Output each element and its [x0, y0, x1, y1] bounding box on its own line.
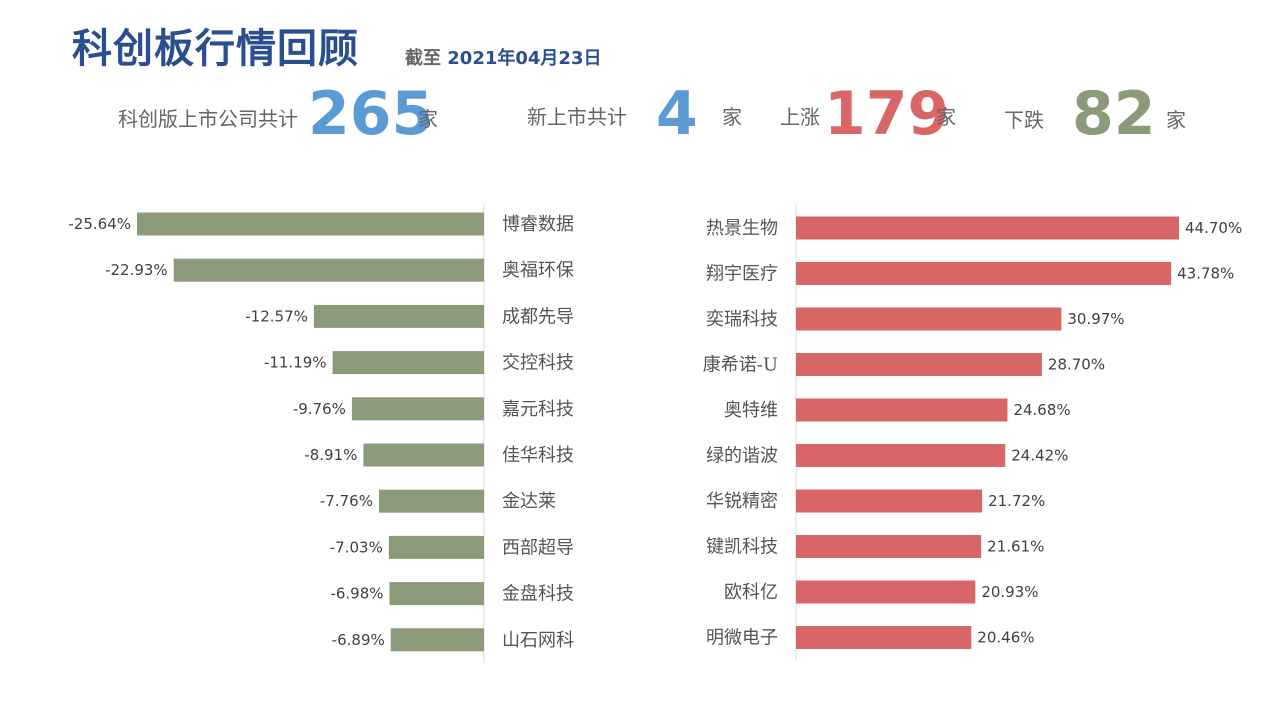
gainer-value-label: 44.70%: [1185, 219, 1242, 237]
loser-category-label: 奥福环保: [502, 260, 574, 281]
loser-category-label: 金达莱: [502, 491, 556, 512]
gainer-value-label: 21.72%: [988, 492, 1045, 510]
gainer-bar: [796, 307, 1062, 331]
loser-bar: [389, 582, 484, 606]
loser-value-label: -7.03%: [330, 538, 383, 556]
as-of-label: 截至: [405, 48, 441, 69]
loser-value-label: -22.93%: [105, 261, 168, 279]
gainer-category-label: 明微电子: [706, 628, 778, 649]
loser-category-label: 金盘科技: [502, 584, 574, 605]
gainer-category-label: 绿的谐波: [706, 446, 778, 467]
new-listed-unit: 家: [722, 105, 742, 129]
gainer-category-label: 奕瑞科技: [706, 309, 778, 330]
gainer-value-label: 24.42%: [1011, 447, 1068, 465]
loser-value-label: -8.91%: [304, 446, 357, 464]
loser-bar: [390, 628, 484, 652]
gainer-bar: [796, 216, 1179, 240]
loser-category-label: 博睿数据: [502, 214, 574, 235]
gainer-category-label: 翔宇医疗: [706, 264, 778, 285]
loser-value-label: -7.76%: [320, 492, 373, 510]
loser-bar: [388, 535, 484, 559]
loser-bar: [313, 304, 484, 328]
falling-unit: 家: [1166, 108, 1186, 132]
total-listed-label: 科创版上市公司共计: [118, 107, 298, 131]
gainer-category-label: 华锐精密: [706, 491, 778, 512]
loser-bar: [332, 351, 484, 375]
falling-value: 82: [1072, 79, 1156, 149]
gainer-bar: [796, 444, 1006, 467]
total-listed-unit: 家: [418, 107, 438, 131]
gainer-bar: [796, 535, 982, 558]
loser-value-label: -11.19%: [264, 354, 327, 372]
loser-bar: [173, 258, 484, 282]
loser-value-label: -6.98%: [330, 585, 383, 603]
gainer-value-label: 28.70%: [1048, 356, 1105, 374]
gainer-category-label: 热景生物: [706, 218, 778, 239]
loser-bar: [378, 489, 484, 513]
total-listed-value: 265: [308, 79, 434, 149]
gainer-value-label: 20.93%: [981, 583, 1038, 601]
loser-bar: [351, 397, 484, 421]
gainer-value-label: 24.68%: [1013, 401, 1070, 419]
falling-label: 下跌: [1004, 108, 1044, 132]
gainer-bar: [796, 580, 976, 604]
loser-value-label: -9.76%: [293, 400, 346, 418]
loser-category-label: 佳华科技: [502, 445, 574, 466]
loser-value-label: -12.57%: [245, 307, 308, 325]
rising-unit: 家: [936, 105, 956, 129]
gainer-bar: [796, 489, 983, 513]
page-title: 科创板行情回顾: [72, 26, 359, 72]
gainers-chart: 44.70% 热景生物 43.78% 翔宇医疗 30.97% 奕瑞科技 28.70% 康希诺-…: [703, 216, 1242, 649]
gainer-bar: [796, 626, 972, 649]
gainer-value-label: 21.61%: [987, 538, 1044, 556]
gainer-bar: [796, 262, 1172, 285]
gainer-value-label: 43.78%: [1177, 265, 1234, 283]
loser-category-label: 交控科技: [502, 353, 574, 374]
loser-category-label: 西部超导: [502, 537, 574, 558]
loser-category-label: 山石网科: [502, 630, 574, 651]
gainer-bar: [796, 398, 1008, 422]
gainer-value-label: 20.46%: [977, 629, 1034, 647]
rising-label: 上涨: [780, 105, 820, 129]
loser-category-label: 成都先导: [502, 306, 574, 327]
loser-category-label: 嘉元科技: [502, 399, 574, 420]
gainer-category-label: 奥特维: [724, 400, 778, 421]
new-listed-value: 4: [656, 79, 698, 149]
as-of-date-value: 2021年04月23日: [447, 48, 602, 69]
loser-value-label: -6.89%: [332, 631, 385, 649]
loser-bar: [137, 212, 484, 236]
loser-bar: [363, 443, 484, 467]
rising-value: 179: [824, 79, 950, 149]
as-of-date: 截至 2021年04月23日: [405, 44, 601, 70]
losers-chart: -25.64% 博睿数据 -22.93% 奥福环保 -12.57% 成都先导 -11.19%…: [68, 212, 574, 652]
loser-value-label: -25.64%: [68, 215, 131, 233]
gainer-category-label: 康希诺-U: [703, 355, 778, 376]
gainer-category-label: 键凯科技: [706, 537, 778, 558]
gainer-bar: [796, 353, 1042, 376]
gainer-category-label: 欧科亿: [724, 582, 778, 603]
new-listed-label: 新上市共计: [527, 105, 627, 129]
gainer-value-label: 30.97%: [1067, 310, 1124, 328]
